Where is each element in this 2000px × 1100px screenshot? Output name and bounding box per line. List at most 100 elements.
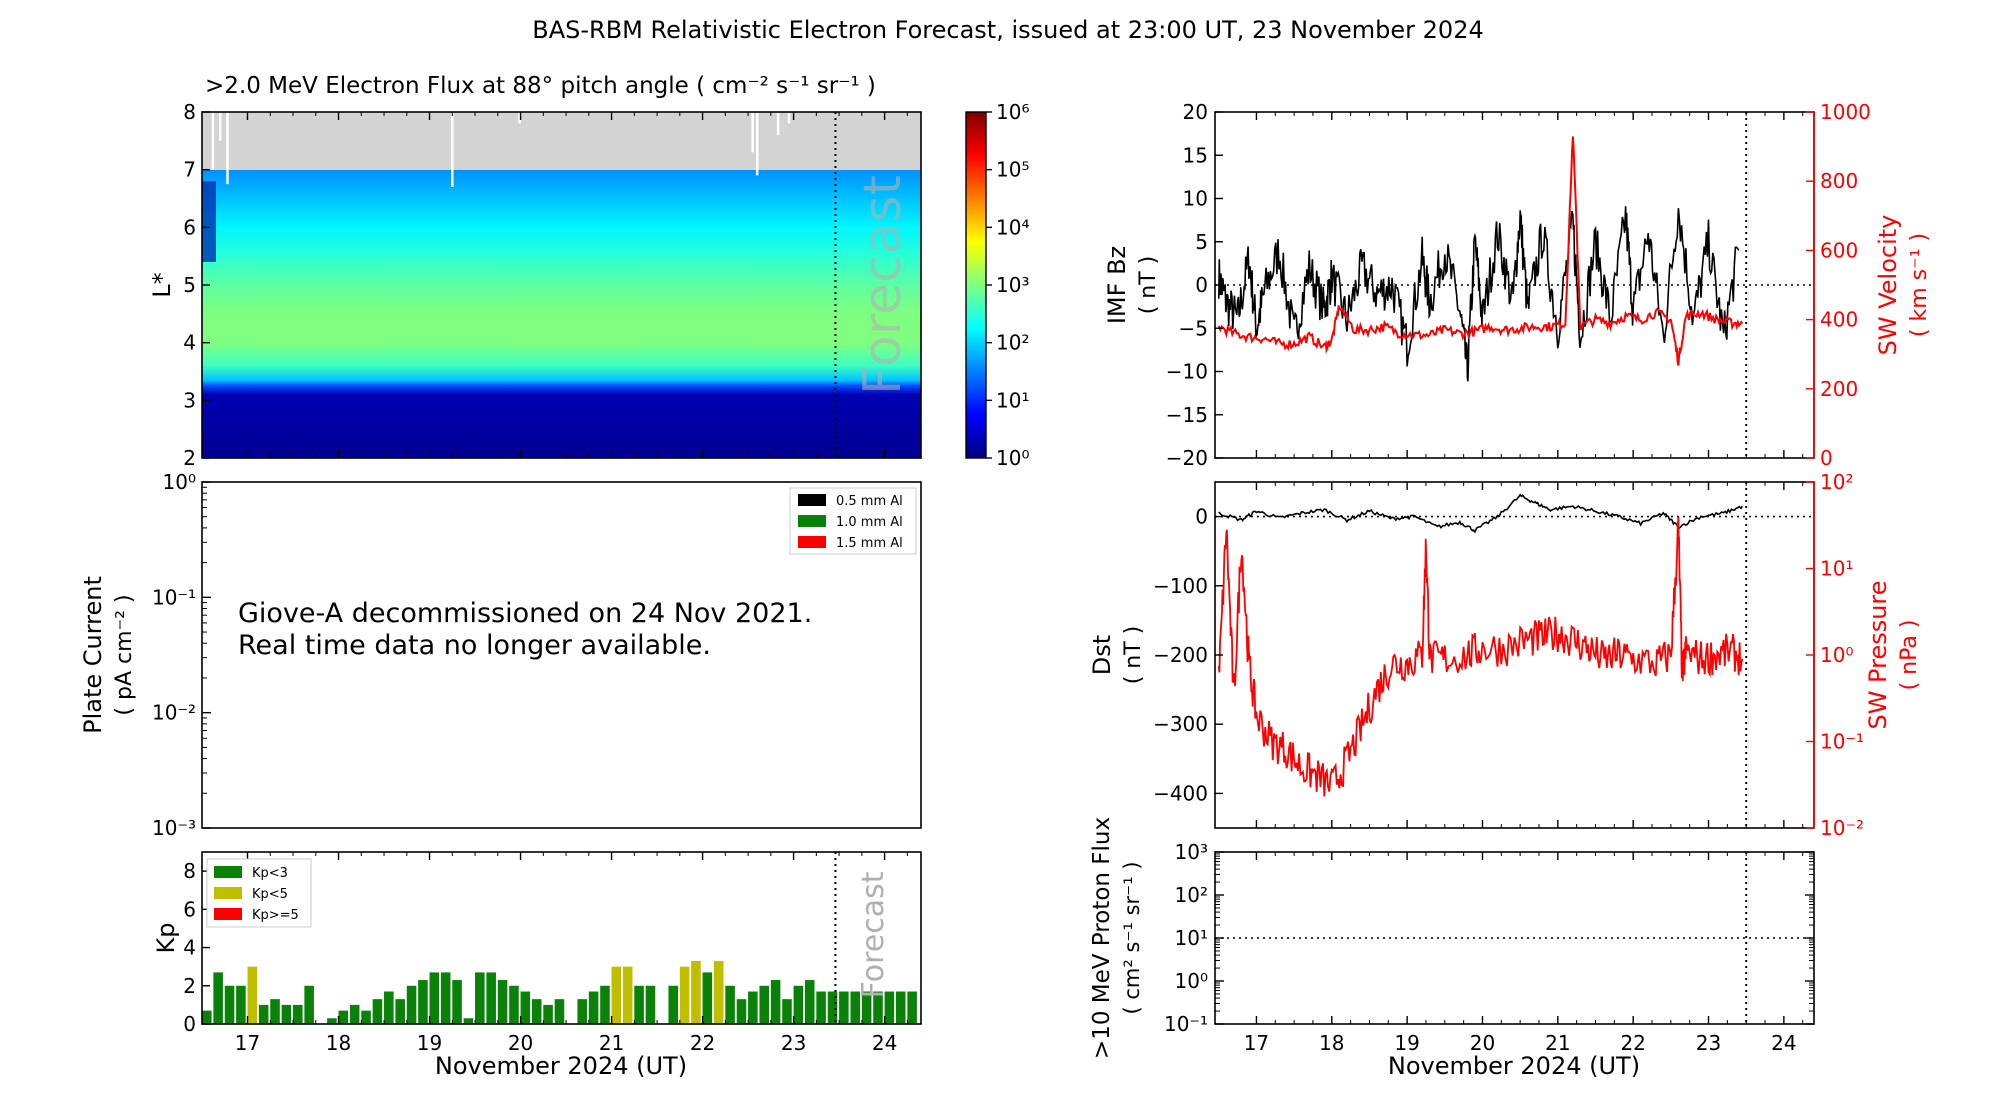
imf-yunit: ( nT ) bbox=[1136, 256, 1161, 315]
kp-bar bbox=[736, 999, 747, 1024]
kp-bar bbox=[293, 1004, 303, 1024]
kp-bar bbox=[759, 985, 770, 1024]
legend-label-0-5mm: 0.5 mm Al bbox=[836, 494, 903, 509]
imf-bz-line bbox=[1218, 206, 1740, 382]
legend-label-1-0mm: 1.0 mm Al bbox=[836, 515, 903, 530]
proton-frame bbox=[1214, 851, 1815, 1025]
colorbar bbox=[965, 111, 987, 459]
kp-bar bbox=[725, 985, 735, 1024]
kp-bar bbox=[827, 991, 838, 1024]
proton-yunit: ( cm² s⁻¹ sr⁻¹ ) bbox=[1120, 861, 1144, 1014]
proton-ytick-label: 10⁰ bbox=[1175, 969, 1208, 993]
kp-xtick-label: 18 bbox=[326, 1031, 351, 1055]
kp-bar bbox=[509, 985, 519, 1024]
proton-xtick-label: 23 bbox=[1696, 1031, 1721, 1055]
kp-bar bbox=[543, 1004, 553, 1024]
flux-ytick-label: 2 bbox=[183, 446, 196, 470]
kp-bar bbox=[486, 972, 496, 1024]
imf-ytick-label: −5 bbox=[1179, 316, 1208, 340]
imf-ytick-label: 20 bbox=[1183, 100, 1208, 124]
sw-velocity-line bbox=[1217, 136, 1744, 366]
sw-velocity-ytick-label-right: 400 bbox=[1820, 308, 1858, 332]
kp-bar bbox=[668, 985, 678, 1024]
colorbar-tick-label: 10² bbox=[996, 331, 1029, 355]
kp-bar bbox=[520, 991, 531, 1024]
kp-legend-swatch-mid bbox=[214, 887, 242, 899]
kp-bar bbox=[236, 985, 246, 1024]
sw-velocity-ytick-label-right: 800 bbox=[1820, 169, 1858, 193]
kp-bar bbox=[213, 972, 223, 1024]
proton-xtick-label: 18 bbox=[1319, 1031, 1344, 1055]
imf-ylabel: IMF Bz bbox=[1103, 246, 1131, 324]
kp-bar bbox=[338, 1010, 349, 1024]
colorbar-tick-label: 10⁴ bbox=[996, 215, 1029, 239]
kp-legend-label-mid: Kp<5 bbox=[252, 887, 288, 902]
kp-bar bbox=[850, 991, 861, 1024]
plate-current-legend: 0.5 mm Al 1.0 mm Al 1.5 mm Al bbox=[789, 487, 917, 555]
gray-no-data-region bbox=[202, 112, 921, 170]
kp-bar bbox=[395, 999, 405, 1024]
kp-bar bbox=[611, 966, 622, 1024]
plate-ytick-label: 10⁻³ bbox=[152, 816, 196, 840]
colorbar-tick-label: 10⁶ bbox=[996, 100, 1029, 124]
sw-pressure-yunit: ( nPa ) bbox=[1897, 620, 1922, 691]
legend-swatch-0-5mm bbox=[798, 494, 826, 506]
proton-xtick-label: 24 bbox=[1771, 1031, 1796, 1055]
proton-xlabel: November 2024 (UT) bbox=[1388, 1052, 1640, 1080]
kp-bar bbox=[497, 980, 508, 1024]
flux-ytick-label: 3 bbox=[183, 388, 196, 412]
proton-ylabel: >10 MeV Proton Flux bbox=[1089, 817, 1115, 1059]
legend-label-1-5mm: 1.5 mm Al bbox=[836, 536, 903, 551]
proton-ytick-label: 10² bbox=[1175, 883, 1208, 907]
kp-legend-swatch-low bbox=[214, 866, 242, 878]
kp-ytick-label: 2 bbox=[183, 974, 196, 998]
imf-ytick-label: 10 bbox=[1183, 187, 1208, 211]
flux-ytick-label: 6 bbox=[183, 215, 196, 239]
sw-pressure-ytick-label-right: 10⁰ bbox=[1820, 643, 1853, 667]
dst-ylabel: Dst bbox=[1088, 635, 1116, 675]
kp-xtick-label: 24 bbox=[872, 1031, 897, 1055]
kp-bar bbox=[839, 991, 849, 1024]
kp-bar bbox=[440, 972, 451, 1024]
kp-xtick-label: 23 bbox=[781, 1031, 806, 1055]
kp-bar bbox=[895, 991, 906, 1024]
plate-current-frame bbox=[201, 481, 922, 829]
dst-ytick-label: −100 bbox=[1153, 574, 1208, 598]
imf-ytick-label: −15 bbox=[1166, 403, 1208, 427]
legend-swatch-1-0mm bbox=[798, 515, 826, 527]
sw-velocity-ytick-label-right: 600 bbox=[1820, 238, 1858, 262]
kp-frame bbox=[201, 851, 922, 1025]
kp-bar bbox=[600, 985, 610, 1024]
plate-ytick-label: 10⁻² bbox=[152, 701, 196, 725]
colorbar-tick-label: 10⁰ bbox=[996, 446, 1029, 470]
proton-xtick-label: 20 bbox=[1470, 1031, 1495, 1055]
sw-velocity-ylabel: SW Velocity bbox=[1874, 215, 1902, 356]
kp-bar bbox=[224, 985, 235, 1024]
kp-legend-swatch-high bbox=[214, 908, 242, 920]
proton-ytick-label: 10⁻¹ bbox=[1164, 1012, 1208, 1036]
kp-ytick-label: 0 bbox=[183, 1012, 196, 1036]
kp-bar bbox=[327, 1018, 337, 1024]
kp-bar bbox=[202, 1010, 212, 1024]
kp-bar bbox=[861, 991, 872, 1024]
kp-bar bbox=[873, 991, 883, 1024]
dst-pressure-panel: −400 −300 −200 −100 0 10⁻² 10⁻¹ 10⁰ 10¹ 10² Dst (… bbox=[1088, 470, 1922, 840]
kp-bar bbox=[702, 972, 713, 1024]
kp-bar bbox=[372, 999, 383, 1024]
kp-xtick-label: 22 bbox=[690, 1031, 715, 1055]
proton-xtick-label: 21 bbox=[1545, 1031, 1570, 1055]
plate-current-panel: 10⁻³ 10⁻² 10⁻¹ 10⁰ Plate Current ( pA cm⁻² … bbox=[79, 470, 922, 840]
dst-ytick-label: −300 bbox=[1153, 712, 1208, 736]
flux-injection-feature bbox=[202, 181, 216, 262]
kp-bar bbox=[384, 991, 394, 1024]
kp-xtick-label: 19 bbox=[417, 1031, 442, 1055]
kp-bar bbox=[429, 972, 440, 1024]
sw-pressure-ytick-label-right: 10⁻¹ bbox=[1820, 730, 1864, 754]
kp-bar bbox=[463, 1018, 474, 1024]
kp-bar bbox=[452, 980, 462, 1024]
colorbar-tick-label: 10¹ bbox=[996, 388, 1029, 412]
kp-legend-label-high: Kp>=5 bbox=[252, 908, 299, 923]
kp-ylabel: Kp bbox=[152, 923, 180, 954]
dst-yunit: ( nT ) bbox=[1121, 626, 1146, 685]
